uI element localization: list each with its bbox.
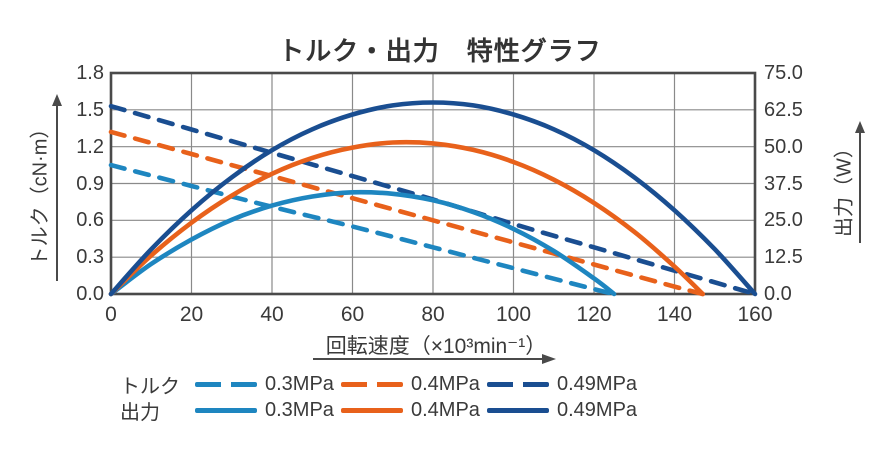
y-right-axis-title: 出力（W） (833, 138, 856, 237)
x-tick-label: 140 (656, 303, 693, 326)
legend-swatch-solid-0.49mpa (487, 407, 549, 413)
legend-swatch-solid-0.4mpa (341, 407, 403, 413)
legend-item-label: 0.3MPa (265, 372, 334, 395)
legend-swatch-solid-0.3mpa (195, 407, 257, 413)
y-right-tick-label: 50.0 (764, 135, 803, 158)
legend-swatch-dashed-0.49mpa (487, 381, 549, 387)
y-right-tick-label: 0.0 (764, 283, 792, 305)
legend-row-power: 出力 0.3MPa 0.4MPa 0.49MPa (120, 397, 638, 424)
series-line-torque-0.3mpa (108, 162, 617, 297)
legend-item-label: 0.4MPa (411, 398, 480, 421)
series-line-power-0.4mpa (108, 139, 705, 297)
y-left-tick-label: 0.9 (76, 172, 104, 195)
plot-frame (109, 71, 757, 296)
x-tick-label: 80 (421, 303, 445, 326)
y-left-tick-label: 1.8 (76, 62, 104, 84)
legend-swatch-dashed-0.3mpa (195, 381, 257, 387)
y-right-tick-label: 12.5 (764, 246, 803, 269)
axis-arrow (313, 354, 556, 364)
x-tick-label: 160 (737, 303, 773, 326)
x-tick-label: 100 (495, 303, 532, 326)
series-line-power-0.3mpa (108, 189, 617, 297)
legend-row-torque: トルク 0.3MPa 0.4MPa 0.49MPa (120, 371, 638, 398)
legend-row-label: トルク (120, 375, 180, 398)
x-axis-title: 回転速度（×10³min⁻¹） (325, 335, 547, 358)
y-left-tick-label: 1.5 (76, 98, 104, 121)
y-left-axis-title: トルク（cN·m） (29, 118, 52, 267)
legend-item-label: 0.3MPa (265, 398, 334, 421)
legend-row-label: 出力 (120, 401, 160, 424)
y-left-tick-label: 1.2 (76, 135, 104, 158)
legend-swatch-dashed-0.4mpa (341, 381, 403, 387)
y-right-tick-label: 25.0 (764, 209, 803, 232)
y-left-tick-label: 0.3 (76, 246, 104, 269)
x-tick-label: 0 (105, 303, 117, 326)
x-tick-label: 20 (179, 303, 204, 326)
legend-item-label: 0.49MPa (557, 398, 638, 421)
y-right-tick-label: 37.5 (764, 172, 803, 195)
y-left-tick-label: 0.6 (76, 209, 104, 232)
y-right-tick-label: 62.5 (764, 98, 803, 121)
series-line-power-0.49mpa (108, 100, 758, 297)
y-right-tick-label: 75.0 (764, 62, 803, 84)
x-tick-label: 120 (576, 303, 612, 326)
legend-item-label: 0.49MPa (557, 372, 638, 395)
x-tick-label: 40 (260, 303, 284, 326)
gridlines (111, 73, 755, 294)
axis-arrow (52, 94, 62, 281)
series-line-torque-0.4mpa (108, 129, 705, 297)
chart-title: トルク・出力 特性グラフ (278, 36, 602, 66)
x-tick-label: 60 (340, 303, 365, 326)
axis-arrow (855, 121, 865, 243)
legend-item-label: 0.4MPa (411, 372, 480, 395)
y-left-tick-label: 0.0 (76, 283, 104, 305)
